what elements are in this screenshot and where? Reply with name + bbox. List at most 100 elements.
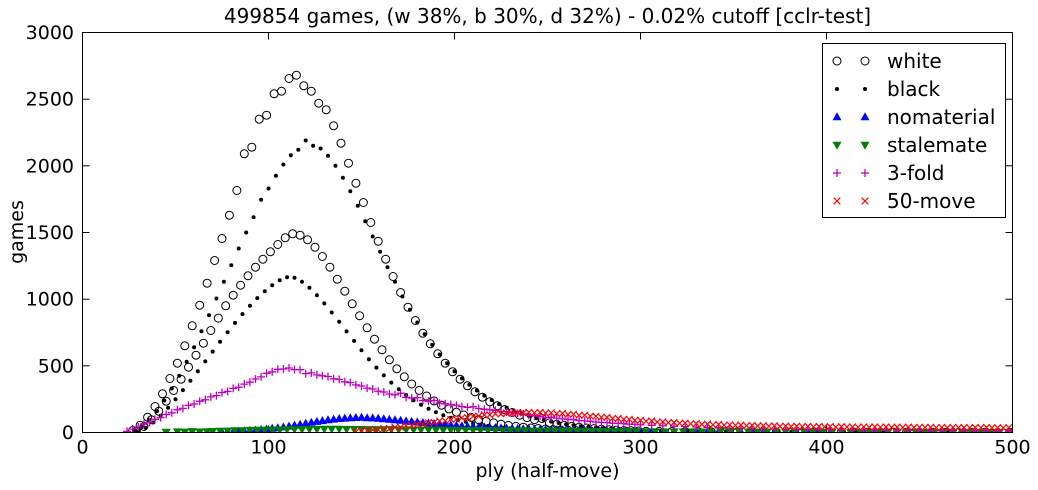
- marker: [476, 427, 485, 433]
- marker: [490, 427, 500, 433]
- marker: [860, 56, 870, 66]
- marker: [251, 375, 260, 383]
- marker: [474, 404, 483, 413]
- marker: [245, 378, 254, 387]
- marker: [362, 413, 372, 422]
- marker: [860, 112, 870, 121]
- marker: [357, 382, 366, 390]
- marker: [265, 247, 275, 257]
- marker: [396, 389, 405, 398]
- marker: [416, 426, 426, 433]
- marker: [587, 428, 597, 433]
- marker: [178, 404, 187, 413]
- marker: [337, 319, 342, 324]
- marker: [832, 141, 842, 150]
- marker: [887, 423, 896, 432]
- marker: [430, 342, 435, 347]
- marker: [520, 427, 530, 433]
- marker: [377, 345, 387, 355]
- stalemate-legend-marker-icon: [860, 141, 870, 150]
- marker: [218, 339, 223, 344]
- marker: [433, 410, 438, 415]
- marker: [569, 415, 578, 424]
- marker: [158, 389, 167, 399]
- marker: [195, 300, 205, 310]
- marker: [631, 416, 639, 425]
- marker: [212, 391, 221, 400]
- stalemate-legend-marker-icon: [832, 141, 842, 150]
- marker: [312, 370, 321, 379]
- marker: [513, 427, 523, 433]
- marker: [177, 373, 182, 378]
- marker: [422, 391, 432, 401]
- marker: [236, 280, 246, 290]
- marker: [336, 138, 346, 148]
- black-legend-marker-icon: [835, 87, 839, 91]
- marker: [543, 427, 552, 433]
- marker: [324, 372, 332, 381]
- marker: [461, 426, 471, 433]
- marker: [335, 375, 344, 384]
- marker: [299, 81, 309, 91]
- marker: [366, 218, 376, 227]
- marker: [266, 186, 271, 191]
- marker: [288, 229, 298, 239]
- y-tick-label: 2500: [26, 89, 74, 111]
- marker: [469, 402, 478, 411]
- marker: [440, 420, 450, 428]
- series-50-move: [352, 408, 1013, 433]
- marker: [262, 289, 267, 294]
- marker: [409, 426, 419, 433]
- marker: [207, 313, 211, 318]
- marker: [641, 428, 651, 433]
- marker: [437, 352, 442, 357]
- marker: [452, 369, 457, 374]
- marker: [208, 428, 218, 433]
- marker: [187, 428, 197, 433]
- marker: [232, 186, 242, 195]
- marker: [446, 420, 456, 429]
- marker: [306, 86, 316, 96]
- x-tick-label: 300: [622, 437, 658, 459]
- marker: [498, 427, 508, 433]
- marker: [445, 361, 450, 366]
- marker: [162, 410, 171, 419]
- marker: [833, 197, 841, 205]
- marker: [418, 418, 428, 426]
- marker: [390, 415, 400, 424]
- marker: [865, 423, 874, 431]
- marker: [843, 423, 851, 431]
- marker: [602, 428, 612, 433]
- marker: [379, 426, 389, 433]
- marker: [210, 256, 220, 265]
- marker: [363, 219, 368, 224]
- marker: [469, 412, 477, 420]
- marker: [368, 413, 378, 422]
- marker: [206, 326, 216, 335]
- marker: [221, 301, 231, 311]
- marker: [318, 146, 323, 151]
- marker: [686, 420, 695, 428]
- marker: [399, 372, 409, 382]
- legend: white black nomaterial stalemate 3-fold 50-mo…: [822, 43, 1006, 218]
- marker: [243, 271, 253, 281]
- marker: [169, 386, 174, 391]
- marker: [270, 283, 275, 288]
- marker: [267, 426, 277, 433]
- marker: [254, 114, 264, 124]
- marker: [535, 427, 545, 433]
- marker: [370, 334, 379, 344]
- marker: [564, 422, 569, 427]
- marker: [486, 411, 494, 419]
- marker: [595, 428, 605, 433]
- marker: [151, 415, 159, 424]
- marker: [860, 141, 870, 150]
- marker: [625, 415, 634, 424]
- marker: [333, 163, 338, 168]
- marker: [380, 424, 388, 433]
- legend-label: 50-move: [887, 189, 976, 213]
- marker: [191, 350, 201, 360]
- legend-label: white: [887, 49, 942, 73]
- marker: [314, 293, 319, 298]
- marker: [415, 320, 420, 325]
